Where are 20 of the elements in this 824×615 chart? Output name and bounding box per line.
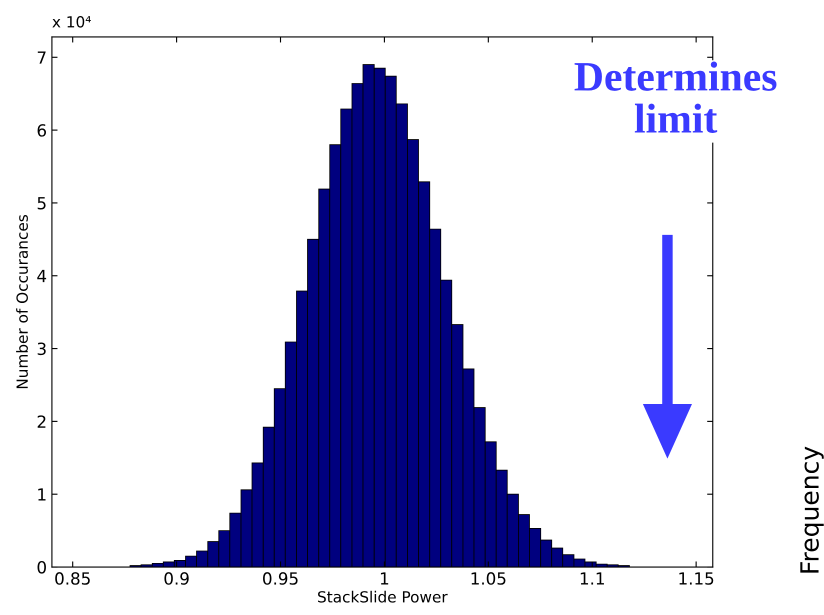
y-tick-label: 1 xyxy=(38,488,46,501)
y-tick-label: 4 xyxy=(37,270,46,282)
x-tick-label: 0.95 xyxy=(263,572,298,585)
y-axis-title: Number of Occurances xyxy=(16,215,28,388)
y-tick-label: 0 xyxy=(38,560,46,574)
text: Frequency xyxy=(800,446,824,573)
x-tick-label: 0.85 xyxy=(55,572,90,585)
y-tick-label: 6 xyxy=(38,124,46,137)
y-tick-label: 2 xyxy=(38,415,46,428)
x-tick-label: 1.1 xyxy=(580,572,604,585)
y-tick-label: 5 xyxy=(38,197,46,210)
x-axis-title: StackSlide Power xyxy=(318,590,448,603)
x-tick-label: 0.9 xyxy=(164,572,189,585)
text: x 10⁴ xyxy=(52,16,91,28)
x-tick-label: 1.05 xyxy=(472,572,506,585)
annotation: Determines limit xyxy=(574,62,776,133)
y-tick-label: 7 xyxy=(38,51,46,64)
x-tick-label: 1.15 xyxy=(679,572,714,585)
x-tick-label: 1 xyxy=(380,572,388,585)
y-tick-label: 3 xyxy=(38,342,46,356)
